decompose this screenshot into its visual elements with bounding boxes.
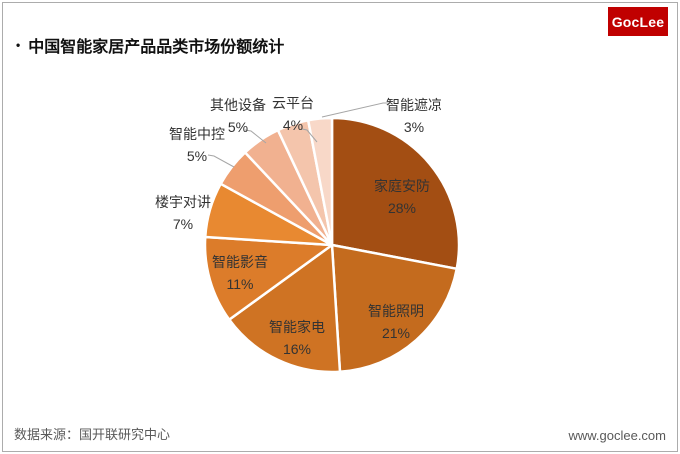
slice-name: 智能遮凉 [386,97,442,113]
slice-pct: 16% [282,341,312,357]
leader-line-0 [244,129,267,144]
brand-logo-text: GocLee [611,13,665,30]
pie-slice-8 [306,116,334,247]
slice-label-audio-video: 智能影音 11% [212,251,268,295]
slice-pct: 7% [172,216,194,232]
slice-label-other-devices: 其他设备 5% [210,94,266,138]
data-source-note: 数据来源：国开联研究中心 [14,427,171,442]
slice-label-shading: 智能遮凉 3% [386,94,442,138]
slice-name: 智能家电 [269,319,325,335]
pie-slice-0 [330,116,461,271]
leader-line-3 [321,102,389,118]
pie-slice-2 [228,243,342,374]
slice-label-home-security: 家庭安防 28% [374,175,430,219]
slice-label-appliances: 智能家电 16% [269,316,325,360]
slice-label-central-control: 智能中控 5% [169,123,225,167]
slice-name: 智能照明 [368,303,424,319]
pie-slice-3 [203,235,334,321]
slice-pct: 3% [403,119,425,135]
slice-label-cloud-platform: 云平台 4% [272,92,314,136]
leader-line-2 [301,128,318,143]
title-bullet-icon: • [16,38,21,52]
slice-pct: 4% [282,117,304,133]
slice-pct: 11% [226,276,254,292]
slice-name: 智能中控 [169,126,225,142]
brand-logo: GocLee [608,7,668,36]
slice-name: 家庭安防 [374,178,430,194]
slice-name: 其他设备 [210,97,266,113]
leader-line-1 [207,154,235,168]
slice-pct: 21% [381,325,411,341]
slice-label-intercom: 楼宇对讲 7% [155,191,211,235]
slice-name: 楼宇对讲 [155,194,211,210]
pie-slice-1 [330,243,458,373]
slice-pct: 28% [387,200,417,216]
website-url: www.goclee.com [568,428,666,443]
page-title: • 中国智能家居产品品类市场份额统计 [16,33,284,57]
slice-name: 云平台 [272,95,314,111]
slice-label-lighting: 智能照明 21% [368,300,424,344]
slice-pct: 5% [186,148,208,164]
slice-name: 智能影音 [212,254,268,270]
page-title-text: 中国智能家居产品品类市场份额统计 [28,39,285,56]
slice-pct: 5% [227,119,249,135]
